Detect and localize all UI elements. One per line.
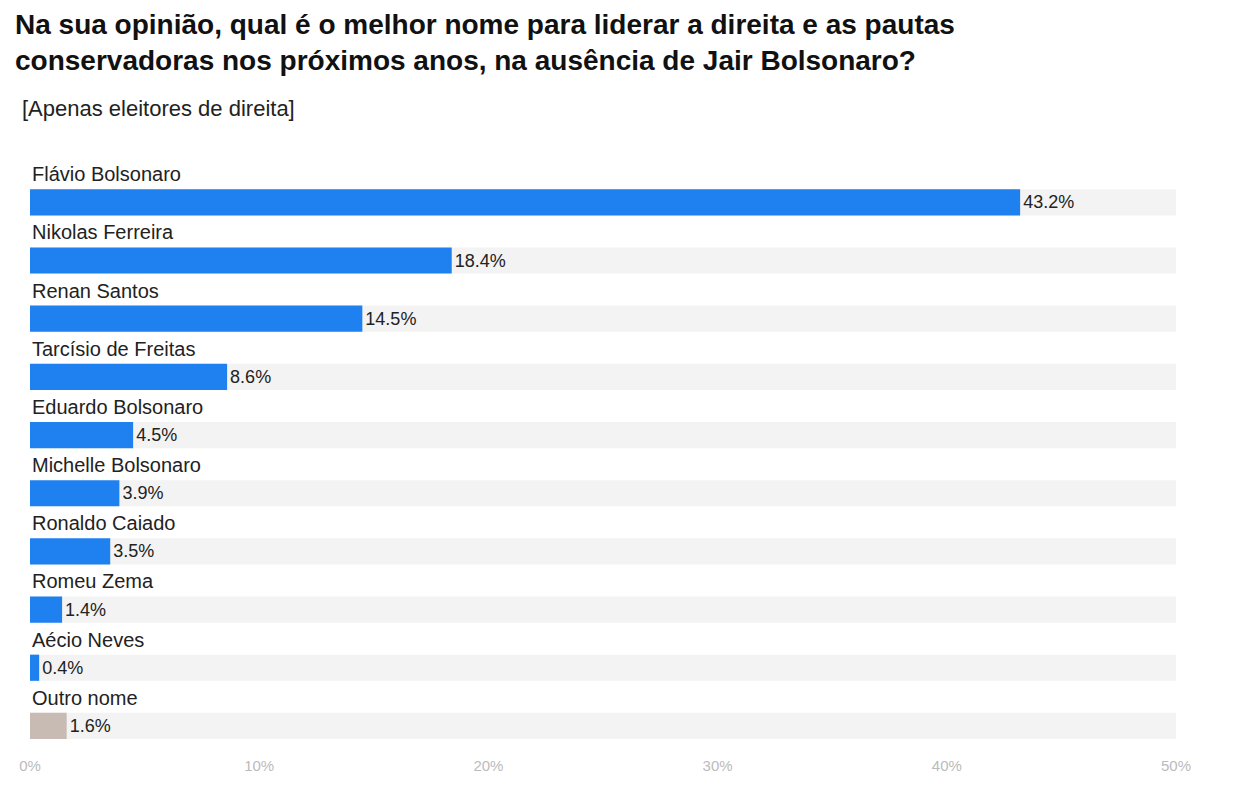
svg-text:1.4%: 1.4% xyxy=(65,600,106,620)
svg-text:Renan Santos: Renan Santos xyxy=(32,280,159,302)
svg-text:0.4%: 0.4% xyxy=(42,658,83,678)
svg-text:Ronaldo Caiado: Ronaldo Caiado xyxy=(32,512,175,534)
svg-text:1.6%: 1.6% xyxy=(70,716,111,736)
svg-text:3.5%: 3.5% xyxy=(113,541,154,561)
svg-text:Tarcísio de Freitas: Tarcísio de Freitas xyxy=(32,338,195,360)
svg-text:Romeu Zema: Romeu Zema xyxy=(32,570,154,592)
svg-text:Outro nome: Outro nome xyxy=(32,687,138,709)
svg-text:Flávio Bolsonaro: Flávio Bolsonaro xyxy=(32,163,181,185)
svg-text:10%: 10% xyxy=(244,757,274,774)
svg-text:18.4%: 18.4% xyxy=(455,251,506,271)
svg-text:4.5%: 4.5% xyxy=(136,425,177,445)
svg-text:3.9%: 3.9% xyxy=(122,483,163,503)
svg-text:8.6%: 8.6% xyxy=(230,367,271,387)
svg-text:Aécio Neves: Aécio Neves xyxy=(32,629,144,651)
svg-text:20%: 20% xyxy=(473,757,503,774)
svg-text:Nikolas Ferreira: Nikolas Ferreira xyxy=(32,221,174,243)
svg-text:Na sua opinião, qual é o melho: Na sua opinião, qual é o melhor nome par… xyxy=(15,9,955,76)
svg-text:30%: 30% xyxy=(703,757,733,774)
svg-text:14.5%: 14.5% xyxy=(365,309,416,329)
svg-text:43.2%: 43.2% xyxy=(1023,192,1074,212)
svg-text:Michelle Bolsonaro: Michelle Bolsonaro xyxy=(32,454,201,476)
svg-text:50%: 50% xyxy=(1161,757,1191,774)
svg-text:40%: 40% xyxy=(932,757,962,774)
svg-text:0%: 0% xyxy=(19,757,41,774)
svg-text:[Apenas eleitores de direita]: [Apenas eleitores de direita] xyxy=(22,96,295,121)
svg-text:Eduardo Bolsonaro: Eduardo Bolsonaro xyxy=(32,396,203,418)
